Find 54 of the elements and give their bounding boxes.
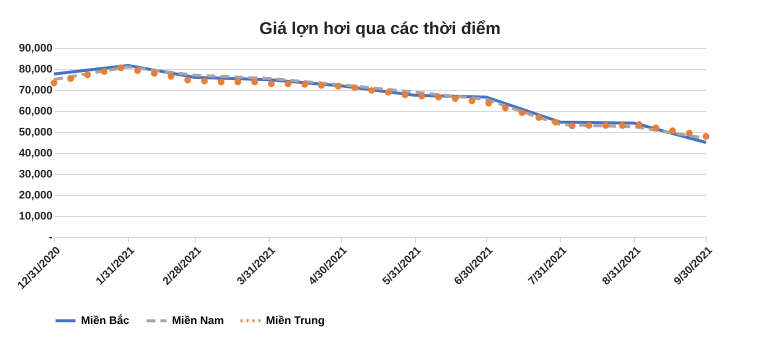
y-tick-label: 60,000 [18, 106, 52, 118]
point [636, 121, 642, 128]
legend-label: Miền Trung [266, 314, 325, 327]
point [402, 91, 408, 98]
point [50, 80, 58, 86]
point [284, 80, 292, 88]
point [652, 124, 660, 132]
point [184, 76, 192, 84]
y-tick-label: 80,000 [18, 64, 52, 76]
point [168, 73, 174, 80]
y-tick-label: 90,000 [18, 42, 52, 54]
point [485, 100, 492, 107]
point [301, 80, 308, 88]
point [84, 72, 91, 78]
point [118, 64, 124, 72]
legend-label: Miền Bắc [81, 314, 130, 327]
point [234, 78, 242, 86]
point [218, 78, 225, 86]
point [251, 78, 258, 86]
y-tick-label: 70,000 [18, 84, 52, 96]
point [568, 122, 576, 130]
point [368, 87, 375, 94]
point [552, 118, 559, 126]
y-tick-label: 10,000 [18, 210, 52, 222]
point [669, 127, 676, 134]
legend-label: Miền Nam [172, 314, 224, 327]
point [686, 130, 693, 136]
y-tick-label: 20,000 [18, 190, 52, 202]
point [385, 88, 392, 96]
point [67, 75, 74, 82]
point [352, 84, 358, 92]
point [418, 92, 426, 100]
y-tick-label: - [48, 232, 53, 244]
point [586, 122, 592, 129]
point [468, 98, 476, 104]
y-tick-label: 30,000 [18, 168, 52, 180]
point [318, 82, 325, 89]
point [435, 94, 442, 100]
point [334, 82, 342, 90]
y-tick-label: 50,000 [18, 126, 52, 138]
y-tick-label: 40,000 [18, 148, 52, 160]
point [619, 122, 626, 129]
point [150, 70, 158, 77]
point [268, 80, 275, 88]
point [100, 68, 108, 75]
chart-title: Giá lợn hơi qua các thời điểm [259, 19, 501, 38]
point [134, 67, 141, 74]
point [518, 109, 526, 116]
point [602, 122, 610, 129]
point [201, 78, 208, 84]
point [702, 133, 710, 140]
point [502, 104, 509, 112]
point [535, 114, 542, 121]
point [452, 95, 459, 102]
